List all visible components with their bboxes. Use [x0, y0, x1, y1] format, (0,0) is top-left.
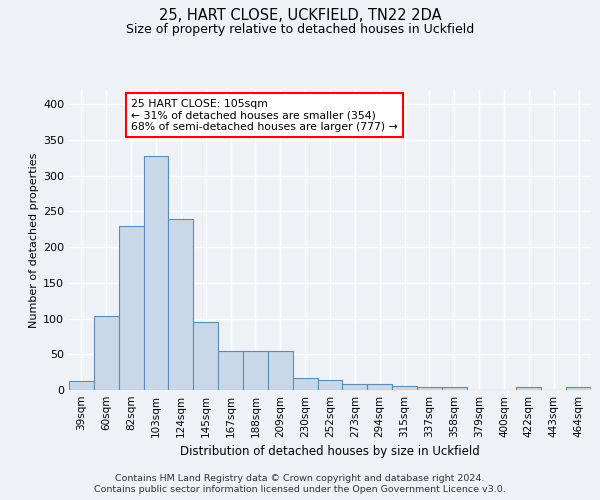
Bar: [69, 382, 94, 390]
Bar: [293, 378, 317, 390]
Text: Contains HM Land Registry data © Crown copyright and database right 2024.: Contains HM Land Registry data © Crown c…: [115, 474, 485, 483]
Bar: [119, 226, 143, 390]
Text: Contains public sector information licensed under the Open Government Licence v3: Contains public sector information licen…: [94, 485, 506, 494]
Bar: [566, 387, 591, 390]
Bar: [367, 384, 392, 390]
Bar: [317, 380, 343, 390]
Text: Size of property relative to detached houses in Uckfield: Size of property relative to detached ho…: [126, 22, 474, 36]
Bar: [143, 156, 169, 390]
Y-axis label: Number of detached properties: Number of detached properties: [29, 152, 39, 328]
Bar: [218, 352, 243, 390]
Bar: [417, 387, 442, 390]
Bar: [517, 387, 541, 390]
Text: 25, HART CLOSE, UCKFIELD, TN22 2DA: 25, HART CLOSE, UCKFIELD, TN22 2DA: [158, 8, 442, 22]
Bar: [268, 350, 293, 390]
Bar: [193, 322, 218, 390]
Text: 25 HART CLOSE: 105sqm
← 31% of detached houses are smaller (354)
68% of semi-det: 25 HART CLOSE: 105sqm ← 31% of detached …: [131, 98, 398, 132]
Bar: [442, 387, 467, 390]
Bar: [94, 316, 119, 390]
Bar: [243, 352, 268, 390]
Bar: [343, 384, 367, 390]
X-axis label: Distribution of detached houses by size in Uckfield: Distribution of detached houses by size …: [180, 446, 480, 458]
Bar: [392, 386, 417, 390]
Bar: [169, 220, 193, 390]
